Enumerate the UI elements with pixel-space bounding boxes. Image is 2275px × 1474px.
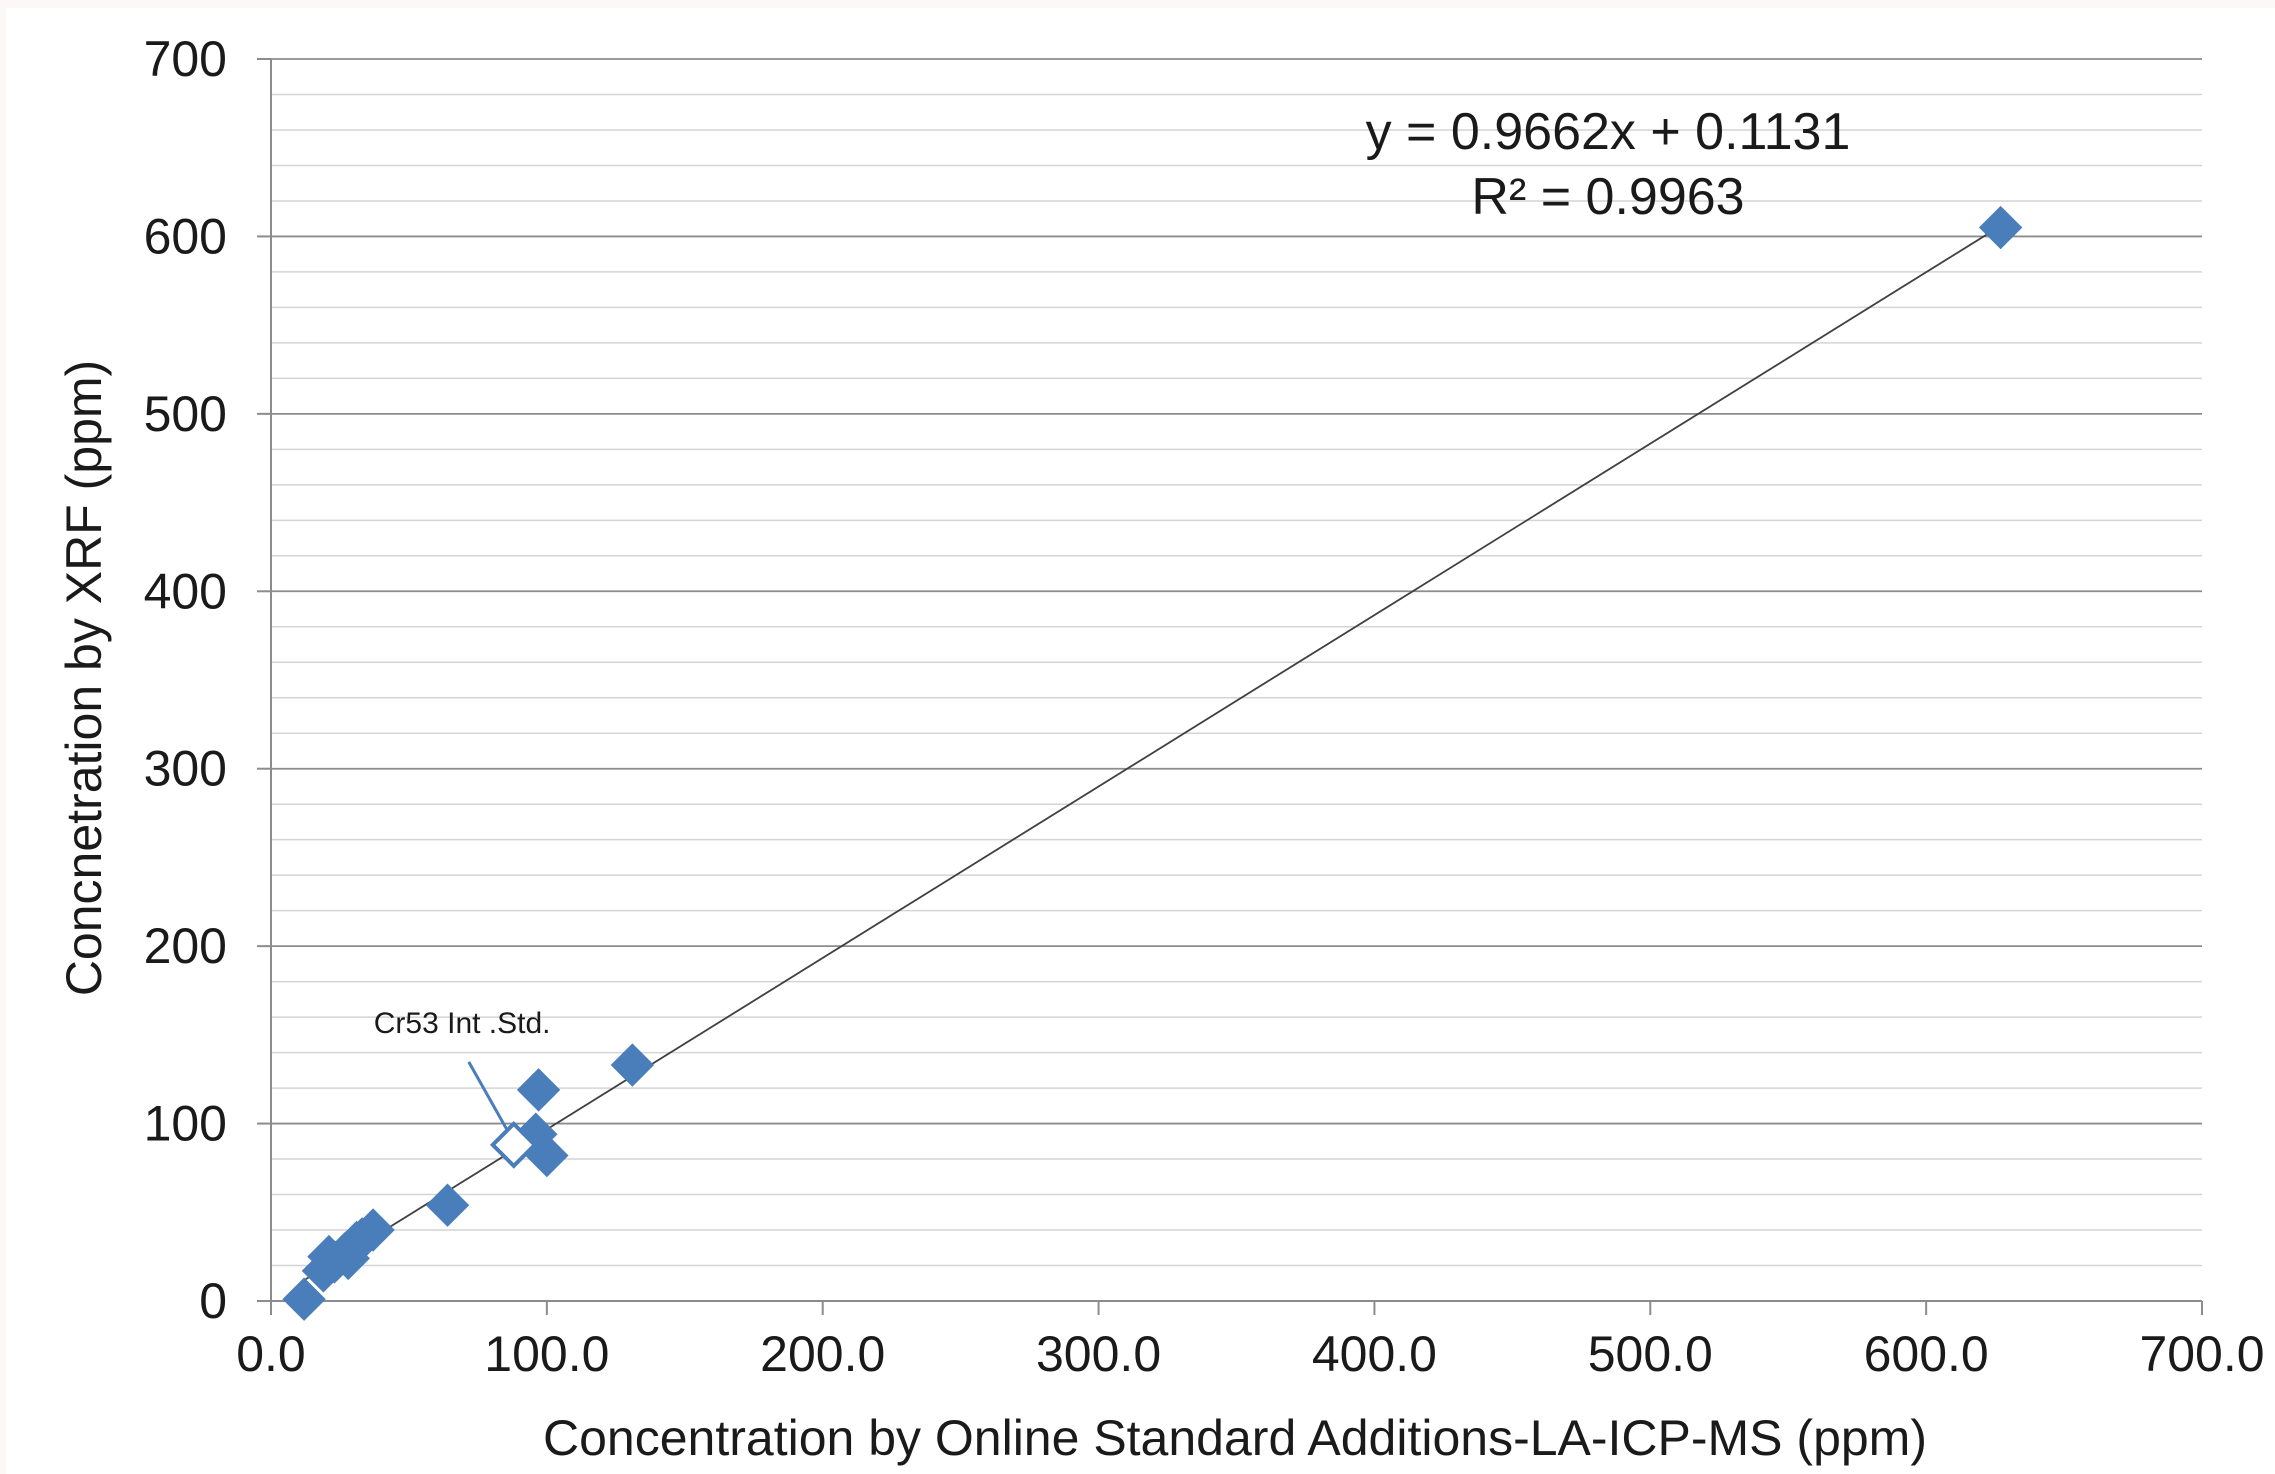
x-tick-label: 400.0	[1312, 1326, 1437, 1382]
annotation-leader-line	[467, 1061, 511, 1134]
data-point	[516, 1068, 561, 1112]
data-points	[282, 205, 2023, 1321]
data-point-open	[489, 1121, 538, 1169]
gridlines	[271, 58, 2202, 1302]
data-point	[1978, 205, 2023, 250]
trendline-layer	[303, 225, 2002, 1281]
y-tick-label: 0	[199, 1273, 227, 1329]
x-tick-label: 100.0	[484, 1326, 609, 1382]
y-tick-label: 100	[144, 1096, 227, 1152]
data-point	[425, 1183, 470, 1227]
data-point	[610, 1043, 655, 1087]
trendline	[303, 225, 2002, 1281]
annotation-layer: Cr53 Int .Std.	[374, 1007, 551, 1134]
x-axis-title: Concentration by Online Standard Additio…	[543, 1410, 1927, 1466]
axes	[257, 58, 2203, 1315]
chart-card: Cr53 Int .Std. 0 100 200 300 400 500 600 700 0.0…	[6, 8, 2275, 1474]
trendline-r-squared: R² = 0.9963	[1471, 168, 1744, 226]
y-tick-label: 500	[144, 386, 227, 442]
x-tick-label: 700.0	[2139, 1326, 2264, 1382]
scatter-chart: Cr53 Int .Std. 0 100 200 300 400 500 600 700 0.0…	[56, 31, 2265, 1466]
x-tick-label: 0.0	[236, 1326, 306, 1382]
annotation-label: Cr53 Int .Std.	[374, 1007, 551, 1040]
data-point	[282, 1277, 326, 1321]
y-tick-label: 600	[144, 208, 227, 264]
trendline-equation: y = 0.9662x + 0.1131	[1366, 103, 1851, 161]
x-tick-label: 200.0	[760, 1326, 885, 1382]
y-tick-label: 300	[144, 741, 227, 797]
x-tick-label: 300.0	[1036, 1326, 1161, 1382]
y-tick-label: 700	[144, 31, 227, 87]
y-tick-label: 200	[144, 918, 227, 974]
x-tick-label: 600.0	[1864, 1326, 1989, 1382]
x-tick-label: 500.0	[1588, 1326, 1713, 1382]
tick-labels: 0 100 200 300 400 500 600 700 0.0 100.0 200.0 300.0…	[144, 31, 2265, 1382]
y-axis-title: Concnetration by XRF (ppm)	[56, 360, 112, 996]
y-tick-label: 400	[144, 563, 227, 619]
data-point	[351, 1208, 395, 1252]
